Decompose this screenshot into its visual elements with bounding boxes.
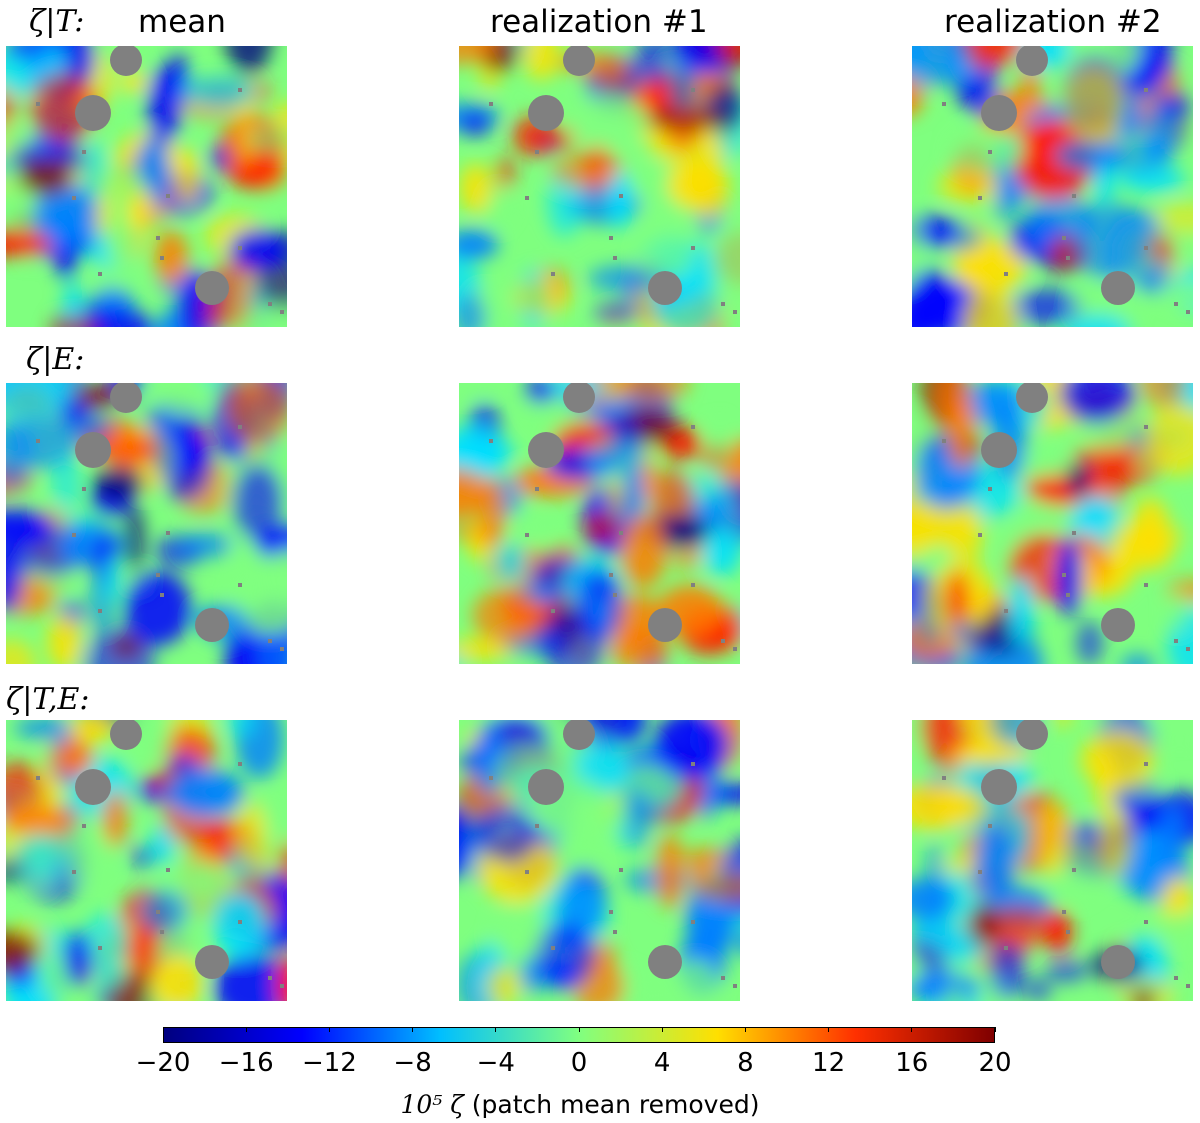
mask-disc xyxy=(110,383,142,413)
map-T-realization-2 xyxy=(912,46,1193,327)
colorbar-tick-label: 0 xyxy=(570,1048,588,1078)
map-field xyxy=(459,720,740,1001)
mask-disc xyxy=(528,769,564,805)
colorbar-tick-label: −8 xyxy=(393,1048,432,1078)
mask-disc xyxy=(563,720,595,750)
mask-disc xyxy=(195,945,229,979)
mask-disc xyxy=(1016,720,1048,750)
mask-disc xyxy=(981,432,1017,468)
map-field xyxy=(912,46,1193,327)
mask-disc xyxy=(195,608,229,642)
mask-disc xyxy=(1016,46,1048,76)
mask-disc xyxy=(1101,945,1135,979)
mask-disc xyxy=(1101,608,1135,642)
map-E-mean xyxy=(6,383,287,664)
colorbar-tick-label: −4 xyxy=(476,1048,515,1078)
mask-disc xyxy=(75,95,111,131)
map-TE-mean xyxy=(6,720,287,1001)
map-TE-realization-1 xyxy=(459,720,740,1001)
mask-disc xyxy=(563,46,595,76)
column-title-realization-1: realization #1 xyxy=(490,4,708,40)
colorbar-tick-label: 12 xyxy=(812,1048,846,1078)
colorbar-label-math: 10⁵ ζ xyxy=(400,1090,464,1119)
colorbar-tick-mark xyxy=(828,1027,830,1032)
map-field xyxy=(459,383,740,664)
colorbar-tick-mark xyxy=(412,1027,414,1032)
colorbar-tick-mark xyxy=(245,1027,247,1032)
map-T-mean xyxy=(6,46,287,327)
map-T-realization-1 xyxy=(459,46,740,327)
colorbar-tick-label: 20 xyxy=(978,1048,1012,1078)
colorbar-tick-label: −20 xyxy=(135,1048,191,1078)
row-label-zeta-given-T-E: ζ|T,E: xyxy=(6,682,90,717)
colorbar-tick-mark xyxy=(994,1027,996,1032)
colorbar-tick-mark xyxy=(162,1027,164,1032)
map-field xyxy=(6,46,287,327)
mask-disc xyxy=(110,46,142,76)
mask-disc xyxy=(981,769,1017,805)
mask-disc xyxy=(110,720,142,750)
colorbar-tick-mark xyxy=(495,1027,497,1032)
column-title-realization-2: realization #2 xyxy=(944,4,1162,40)
mask-disc xyxy=(563,383,595,413)
colorbar-label-text: (patch mean removed) xyxy=(471,1090,760,1119)
column-title-mean: mean xyxy=(138,4,226,40)
mask-disc xyxy=(195,271,229,305)
mask-disc xyxy=(648,945,682,979)
map-E-realization-2 xyxy=(912,383,1193,664)
map-E-realization-1 xyxy=(459,383,740,664)
mask-disc xyxy=(528,432,564,468)
map-field xyxy=(6,720,287,1001)
map-field xyxy=(459,46,740,327)
colorbar-tick-mark xyxy=(911,1027,913,1032)
colorbar-tick-mark xyxy=(578,1027,580,1032)
colorbar-tick-label: −12 xyxy=(301,1048,357,1078)
colorbar-tick-label: −16 xyxy=(218,1048,274,1078)
row-label-zeta-given-T: ζ|T: xyxy=(29,4,85,39)
mask-disc xyxy=(1101,271,1135,305)
mask-disc xyxy=(981,95,1017,131)
colorbar-tick-label: 8 xyxy=(737,1048,754,1078)
mask-disc xyxy=(75,769,111,805)
map-TE-realization-2 xyxy=(912,720,1193,1001)
colorbar-label: 10⁵ ζ (patch mean removed) xyxy=(0,1090,1160,1119)
row-label-zeta-given-E: ζ|E: xyxy=(26,342,85,377)
colorbar-tick-mark xyxy=(661,1027,663,1032)
mask-disc xyxy=(648,271,682,305)
colorbar-tick-label: 4 xyxy=(653,1048,671,1078)
colorbar-tick-mark xyxy=(744,1027,746,1032)
mask-disc xyxy=(528,95,564,131)
colorbar-tick-mark xyxy=(328,1027,330,1032)
map-field xyxy=(6,383,287,664)
mask-disc xyxy=(648,608,682,642)
mask-disc xyxy=(1016,383,1048,413)
map-field xyxy=(912,383,1193,664)
colorbar-tick-label: 16 xyxy=(895,1048,929,1078)
mask-disc xyxy=(75,432,111,468)
map-field xyxy=(912,720,1193,1001)
